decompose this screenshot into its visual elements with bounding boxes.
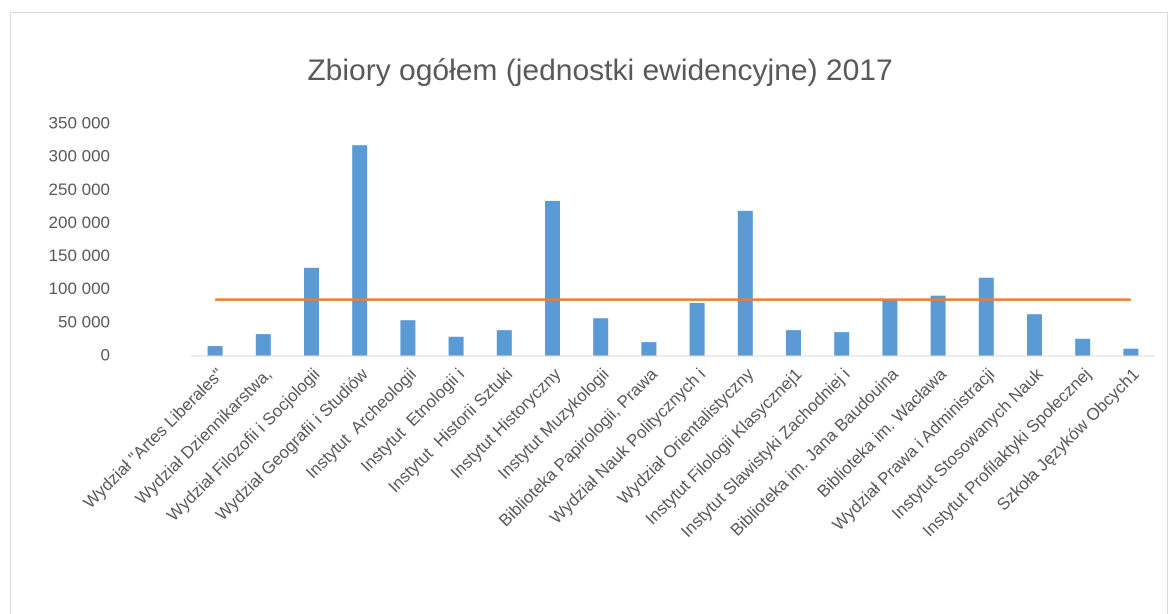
y-tick-label: 150 000 (49, 246, 110, 265)
bar (1075, 338, 1091, 356)
y-tick-label: 100 000 (49, 279, 110, 298)
bar (641, 342, 657, 356)
bar (255, 334, 271, 356)
bar (1123, 348, 1139, 356)
bar (400, 320, 416, 356)
bar (689, 302, 705, 356)
bar (304, 267, 319, 356)
bar (834, 332, 850, 356)
bar (352, 145, 368, 356)
bar (1027, 314, 1042, 356)
bar (786, 330, 801, 356)
y-tick-label: 250 000 (49, 180, 110, 199)
bar (545, 200, 560, 356)
y-tick-label: 300 000 (49, 147, 110, 166)
bar (496, 330, 512, 356)
bar (930, 295, 946, 356)
bar (882, 298, 898, 356)
y-tick-label: 0 (101, 345, 110, 364)
chart-title: Zbiory ogółem (jednostki ewidencyjne) 20… (307, 54, 892, 87)
chart-frame (10, 12, 1168, 614)
bar (737, 210, 753, 356)
y-tick-label: 350 000 (49, 113, 110, 132)
bar (978, 277, 994, 356)
bar (207, 346, 223, 356)
y-tick-label: 200 000 (49, 213, 110, 232)
bar (448, 336, 464, 356)
bar (593, 318, 609, 356)
y-tick-label: 50 000 (58, 312, 110, 331)
